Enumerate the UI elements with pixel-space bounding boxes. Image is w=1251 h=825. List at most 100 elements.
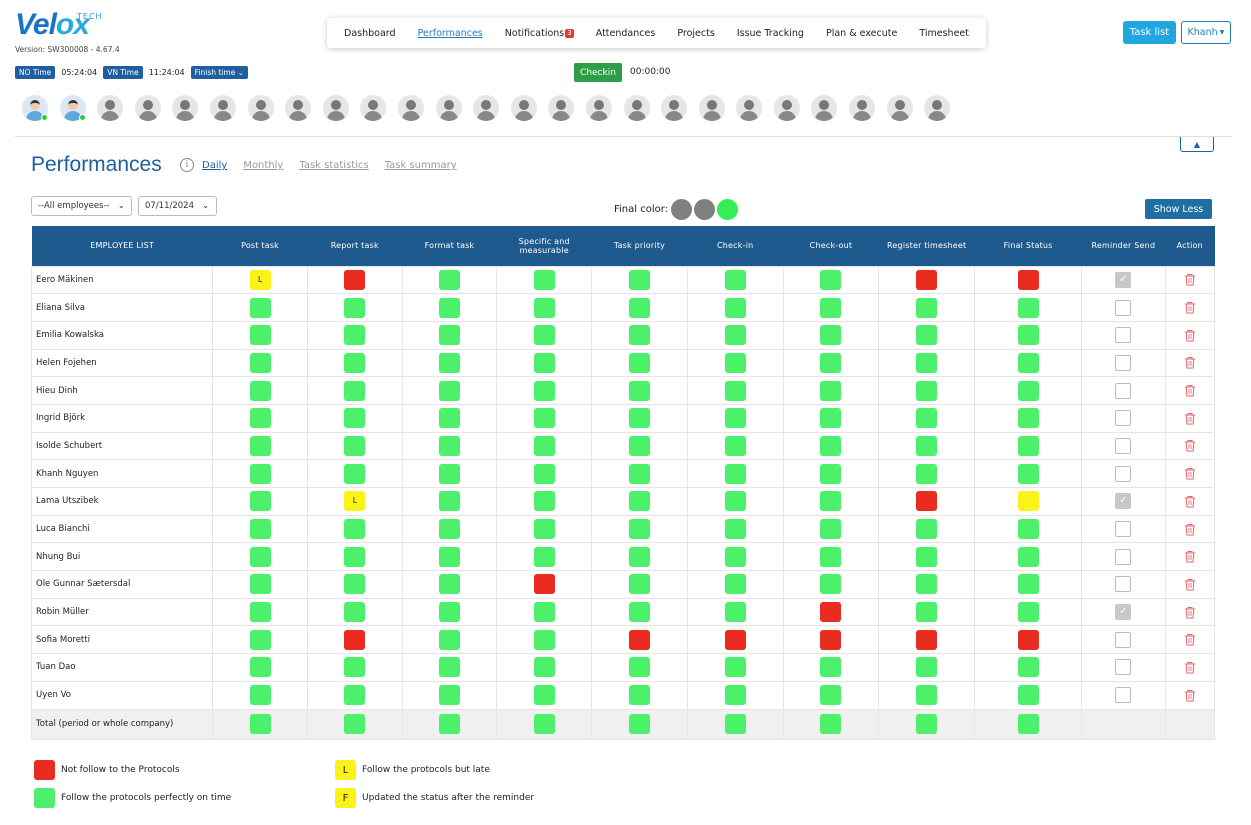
status-cell[interactable] [916, 714, 938, 734]
status-cell[interactable] [1017, 519, 1039, 540]
tab-task-summary[interactable]: Task summary [384, 160, 457, 171]
status-cell[interactable] [724, 574, 746, 595]
employee-avatar[interactable] [811, 95, 838, 121]
nav-issue-tracking[interactable]: Issue Tracking [737, 28, 804, 39]
employee-name[interactable]: Luca Bianchi [30, 514, 214, 544]
employee-name[interactable]: Ole Gunnar Sætersdal [30, 570, 214, 599]
status-cell[interactable] [533, 574, 555, 595]
nav-dashboard[interactable]: Dashboard [344, 28, 396, 39]
employee-avatar[interactable] [435, 95, 462, 121]
status-cell[interactable] [916, 629, 938, 650]
employee-name[interactable]: Nhung Bui [30, 542, 214, 572]
employee-avatar[interactable] [623, 95, 650, 121]
final-color-dot[interactable] [671, 199, 693, 220]
status-cell[interactable] [344, 602, 366, 623]
employee-name[interactable]: Ingrid Björk [30, 403, 214, 433]
status-cell[interactable] [344, 325, 366, 346]
reminder-checkbox[interactable] [1115, 687, 1132, 704]
status-cell[interactable] [344, 408, 366, 429]
status-cell[interactable] [439, 546, 460, 567]
status-cell[interactable] [344, 685, 366, 706]
status-cell[interactable] [249, 408, 271, 429]
status-cell[interactable] [344, 463, 366, 484]
status-cell[interactable] [628, 519, 650, 540]
employee-avatar[interactable] [322, 95, 349, 121]
status-cell[interactable] [1017, 269, 1039, 290]
delete-button[interactable] [1184, 578, 1196, 591]
status-cell[interactable] [344, 574, 366, 595]
tab-daily[interactable]: Daily [202, 160, 228, 171]
status-cell[interactable] [724, 602, 746, 623]
tab-monthly[interactable]: Monthly [243, 160, 284, 171]
status-cell[interactable] [533, 714, 555, 734]
status-cell[interactable] [249, 297, 271, 318]
status-cell[interactable] [439, 297, 460, 318]
final-color-dot[interactable] [717, 199, 739, 220]
user-menu-button[interactable]: Khanh ▾ [1181, 21, 1231, 44]
status-cell[interactable] [724, 629, 746, 650]
status-cell[interactable] [344, 352, 366, 373]
collapse-button[interactable]: ▲ [1180, 137, 1214, 152]
reminder-checkbox[interactable] [1115, 521, 1132, 538]
delete-button[interactable] [1184, 412, 1196, 425]
nav-notifications[interactable]: Notifications 3 [505, 28, 574, 39]
status-cell[interactable] [820, 269, 842, 290]
status-cell[interactable] [916, 519, 938, 540]
status-cell[interactable] [533, 380, 555, 401]
status-cell[interactable] [724, 297, 746, 318]
delete-button[interactable] [1184, 385, 1196, 397]
delete-button[interactable] [1184, 468, 1196, 480]
status-cell[interactable] [628, 685, 650, 706]
status-cell[interactable] [249, 602, 271, 623]
status-cell[interactable] [249, 463, 271, 484]
reminder-checkbox[interactable]: ✓ [1115, 271, 1132, 288]
status-cell[interactable] [439, 519, 460, 540]
status-cell[interactable] [724, 380, 746, 401]
checkin-button[interactable]: Checkin [574, 63, 622, 82]
employee-avatar[interactable] [97, 95, 124, 121]
status-cell[interactable] [820, 629, 842, 650]
status-cell[interactable] [1017, 380, 1039, 401]
delete-button[interactable] [1184, 440, 1196, 452]
status-cell[interactable] [916, 352, 938, 373]
status-cell[interactable] [628, 629, 650, 650]
reminder-checkbox[interactable]: ✓ [1115, 493, 1132, 510]
status-cell[interactable] [820, 714, 842, 734]
employee-avatar[interactable] [736, 95, 763, 121]
delete-button[interactable] [1184, 329, 1196, 342]
delete-button[interactable] [1184, 302, 1196, 314]
nav-timesheet[interactable]: Timesheet [919, 28, 969, 39]
status-cell[interactable] [344, 269, 366, 290]
velox-logo[interactable]: Velox TECH [15, 10, 115, 44]
employee-name[interactable]: Tuan Dao [30, 653, 214, 682]
status-cell[interactable] [820, 602, 842, 623]
status-cell[interactable] [1017, 491, 1039, 512]
status-cell[interactable] [439, 629, 460, 650]
final-color-dot[interactable] [694, 199, 716, 220]
nav-plan-execute[interactable]: Plan & execute [826, 28, 897, 39]
employee-avatar[interactable] [247, 95, 274, 121]
reminder-checkbox[interactable] [1115, 327, 1132, 344]
reminder-checkbox[interactable] [1115, 659, 1132, 676]
employee-avatar[interactable] [59, 95, 86, 121]
status-cell[interactable] [916, 602, 938, 623]
status-cell[interactable] [439, 435, 460, 456]
status-cell[interactable] [628, 546, 650, 567]
status-cell[interactable] [249, 685, 271, 706]
status-cell[interactable] [916, 380, 938, 401]
status-cell[interactable] [1017, 602, 1039, 623]
status-cell[interactable] [533, 685, 555, 706]
reminder-checkbox[interactable] [1115, 465, 1132, 482]
status-cell[interactable] [724, 408, 746, 429]
status-cell[interactable] [724, 325, 746, 346]
reminder-checkbox[interactable] [1115, 299, 1132, 316]
status-cell[interactable] [820, 408, 842, 429]
status-cell[interactable] [533, 269, 555, 290]
employee-name[interactable]: Hieu Dinh [30, 376, 214, 405]
reminder-checkbox[interactable] [1115, 354, 1132, 371]
employee-avatar[interactable] [548, 95, 575, 121]
status-cell[interactable] [1017, 435, 1039, 456]
reminder-checkbox[interactable] [1115, 410, 1132, 427]
reminder-checkbox[interactable] [1115, 382, 1132, 399]
status-cell[interactable] [724, 463, 746, 484]
